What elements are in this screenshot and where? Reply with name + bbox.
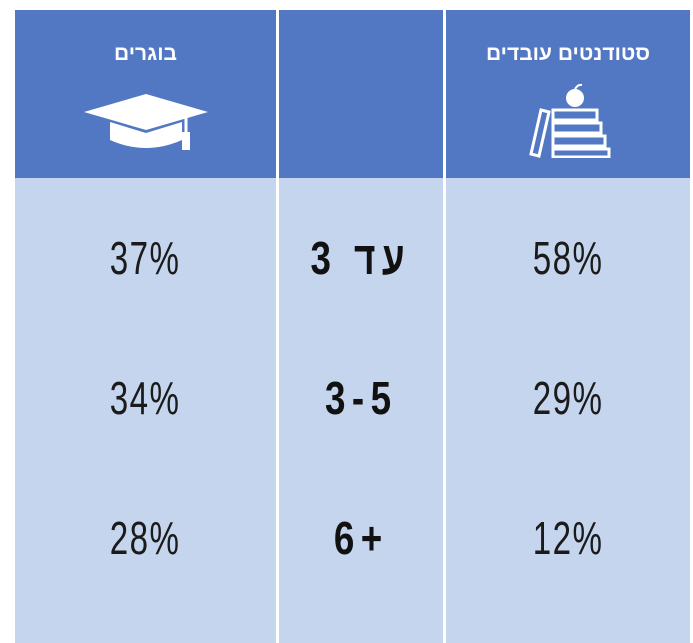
range-cell: 3-5 (279, 368, 443, 428)
value-cell: 29% (446, 368, 690, 428)
text: 58% (532, 232, 604, 284)
range-cell: 6+ (279, 508, 443, 568)
body-cell: 37% 34% 28% (15, 178, 276, 643)
range-column: עד 3 3-5 6+ (279, 10, 443, 643)
header-cell (279, 10, 443, 178)
header-cell: בוגרים (15, 10, 276, 178)
value-cell: 34% (15, 368, 276, 428)
text: 28% (110, 512, 181, 564)
value-cell: 12% (446, 508, 690, 568)
text: 6+ (333, 512, 389, 564)
column-title: בוגרים (114, 42, 177, 65)
graduates-column: בוגרים 37% 34% 28% (15, 10, 276, 643)
body-cell: עד 3 3-5 6+ (279, 178, 443, 643)
text: עד 3 (310, 232, 412, 284)
text: 29% (532, 372, 604, 424)
books-icon (529, 83, 611, 158)
value-cell: 28% (15, 508, 276, 568)
graduation-cap-icon (83, 94, 208, 150)
header-cell: סטודנטים עובדים (446, 10, 690, 178)
column-title: סטודנטים עובדים (485, 42, 651, 65)
students-column: סטודנטים עובדים 58% 29% 12% (446, 10, 690, 643)
range-cell: עד 3 (279, 228, 443, 288)
value-cell: 58% (446, 228, 690, 288)
body-cell: 58% 29% 12% (446, 178, 690, 643)
value-cell: 37% (15, 228, 276, 288)
text: 3-5 (324, 372, 398, 424)
text: 37% (110, 232, 181, 284)
text: 12% (532, 512, 604, 564)
text: 34% (110, 372, 181, 424)
